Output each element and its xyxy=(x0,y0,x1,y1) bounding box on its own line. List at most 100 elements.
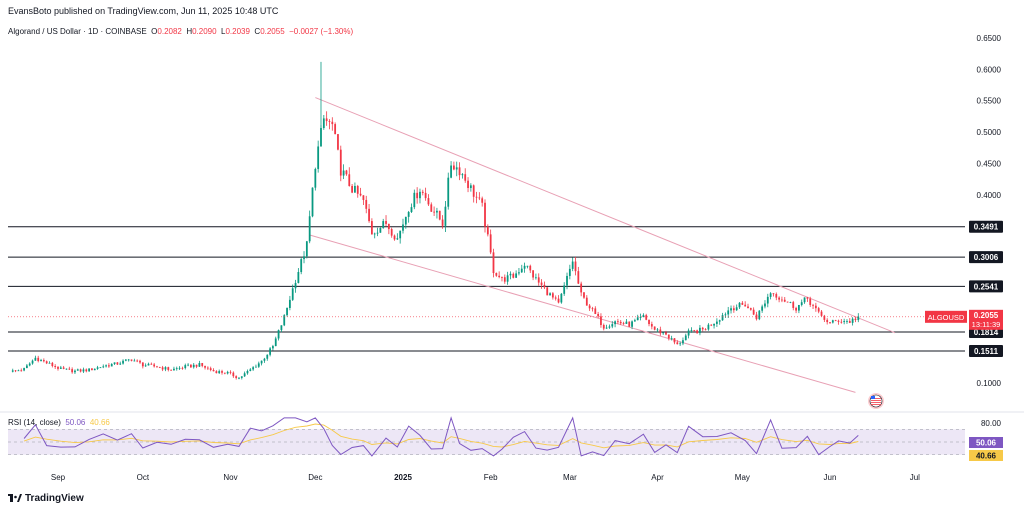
candle-body[interactable] xyxy=(503,277,506,282)
candle-body[interactable] xyxy=(571,261,574,269)
tradingview-brand[interactable]: TradingView xyxy=(8,493,84,504)
candle-body[interactable] xyxy=(732,308,735,311)
candle-body[interactable] xyxy=(585,297,588,306)
candle-body[interactable] xyxy=(297,272,300,283)
candle-body[interactable] xyxy=(20,370,23,372)
candle-body[interactable] xyxy=(181,367,184,369)
candle-body[interactable] xyxy=(328,121,331,122)
candle-body[interactable] xyxy=(478,197,481,199)
candle-body[interactable] xyxy=(150,363,153,365)
candle-body[interactable] xyxy=(679,343,682,345)
rsi-label[interactable]: RSI (14, close) xyxy=(8,418,61,427)
candle-body[interactable] xyxy=(192,364,195,368)
candle-body[interactable] xyxy=(667,334,670,339)
candle-body[interactable] xyxy=(266,354,269,359)
candle-body[interactable] xyxy=(506,275,509,282)
candle-body[interactable] xyxy=(110,364,113,367)
candle-body[interactable] xyxy=(631,321,633,327)
candle-body[interactable] xyxy=(577,271,580,284)
candle-body[interactable] xyxy=(509,273,512,276)
candle-body[interactable] xyxy=(704,329,707,331)
candle-body[interactable] xyxy=(718,320,721,322)
candle-body[interactable] xyxy=(82,369,85,372)
candle-body[interactable] xyxy=(93,368,96,371)
candle-body[interactable] xyxy=(461,174,464,176)
candle-body[interactable] xyxy=(410,207,413,213)
candle-body[interactable] xyxy=(529,265,532,271)
candle-body[interactable] xyxy=(243,373,246,377)
candle-body[interactable] xyxy=(37,357,40,362)
candle-body[interactable] xyxy=(625,321,628,324)
candle-body[interactable] xyxy=(600,316,602,325)
candle-body[interactable] xyxy=(240,376,243,378)
candle-body[interactable] xyxy=(144,365,147,367)
candle-body[interactable] xyxy=(404,216,407,225)
candle-body[interactable] xyxy=(396,238,399,240)
candle-body[interactable] xyxy=(436,210,438,213)
candle-body[interactable] xyxy=(786,301,789,303)
candle-body[interactable] xyxy=(481,198,484,203)
candle-body[interactable] xyxy=(741,302,744,305)
candle-body[interactable] xyxy=(727,310,730,315)
candle-body[interactable] xyxy=(594,308,597,314)
candle-body[interactable] xyxy=(308,216,311,242)
candle-body[interactable] xyxy=(419,191,421,199)
candle-body[interactable] xyxy=(269,348,271,355)
candle-body[interactable] xyxy=(331,121,334,125)
candle-body[interactable] xyxy=(837,320,840,322)
candle-body[interactable] xyxy=(758,310,761,320)
candle-body[interactable] xyxy=(580,283,583,293)
candle-body[interactable] xyxy=(351,185,353,193)
symbol-name[interactable]: Algorand / US Dollar · 1D · COINBASE xyxy=(8,27,147,36)
candle-body[interactable] xyxy=(249,369,252,371)
candle-body[interactable] xyxy=(450,165,452,178)
candle-body[interactable] xyxy=(45,361,48,364)
candle-body[interactable] xyxy=(495,273,498,276)
candle-body[interactable] xyxy=(840,321,843,323)
candle-body[interactable] xyxy=(710,324,713,326)
candle-body[interactable] xyxy=(588,305,591,309)
candle-body[interactable] xyxy=(113,362,116,365)
candle-body[interactable] xyxy=(648,319,650,325)
candle-body[interactable] xyxy=(467,180,469,189)
candle-body[interactable] xyxy=(260,360,263,364)
candle-body[interactable] xyxy=(96,367,99,369)
candle-body[interactable] xyxy=(854,318,857,321)
candle-body[interactable] xyxy=(28,363,31,366)
candle-body[interactable] xyxy=(102,366,105,368)
candle-body[interactable] xyxy=(489,234,492,253)
rsi-line[interactable] xyxy=(23,416,859,457)
candle-body[interactable] xyxy=(684,335,687,341)
candle-body[interactable] xyxy=(713,323,715,326)
candle-body[interactable] xyxy=(614,321,616,325)
candle-body[interactable] xyxy=(775,294,778,298)
candle-body[interactable] xyxy=(156,366,158,368)
candle-body[interactable] xyxy=(438,210,441,220)
candle-body[interactable] xyxy=(568,268,571,276)
candle-body[interactable] xyxy=(656,329,659,331)
candle-body[interactable] xyxy=(223,372,226,374)
candle-body[interactable] xyxy=(25,365,28,369)
candle-body[interactable] xyxy=(99,367,102,369)
candle-body[interactable] xyxy=(402,224,404,231)
candle-body[interactable] xyxy=(611,324,614,327)
candle-body[interactable] xyxy=(71,369,74,373)
channel-lower-line[interactable] xyxy=(309,234,856,393)
candle-body[interactable] xyxy=(475,196,478,198)
candle-body[interactable] xyxy=(707,324,710,330)
candle-body[interactable] xyxy=(766,296,769,304)
candle-body[interactable] xyxy=(628,321,631,327)
candle-body[interactable] xyxy=(232,372,235,377)
candle-body[interactable] xyxy=(795,307,797,311)
candle-body[interactable] xyxy=(715,321,718,324)
candle-body[interactable] xyxy=(57,366,59,369)
candle-body[interactable] xyxy=(699,327,701,334)
candle-body[interactable] xyxy=(761,306,764,311)
candle-body[interactable] xyxy=(806,297,809,299)
candle-body[interactable] xyxy=(792,302,795,308)
candle-body[interactable] xyxy=(696,330,698,334)
candle-body[interactable] xyxy=(218,371,221,374)
candle-body[interactable] xyxy=(136,360,139,362)
candle-body[interactable] xyxy=(382,221,385,228)
